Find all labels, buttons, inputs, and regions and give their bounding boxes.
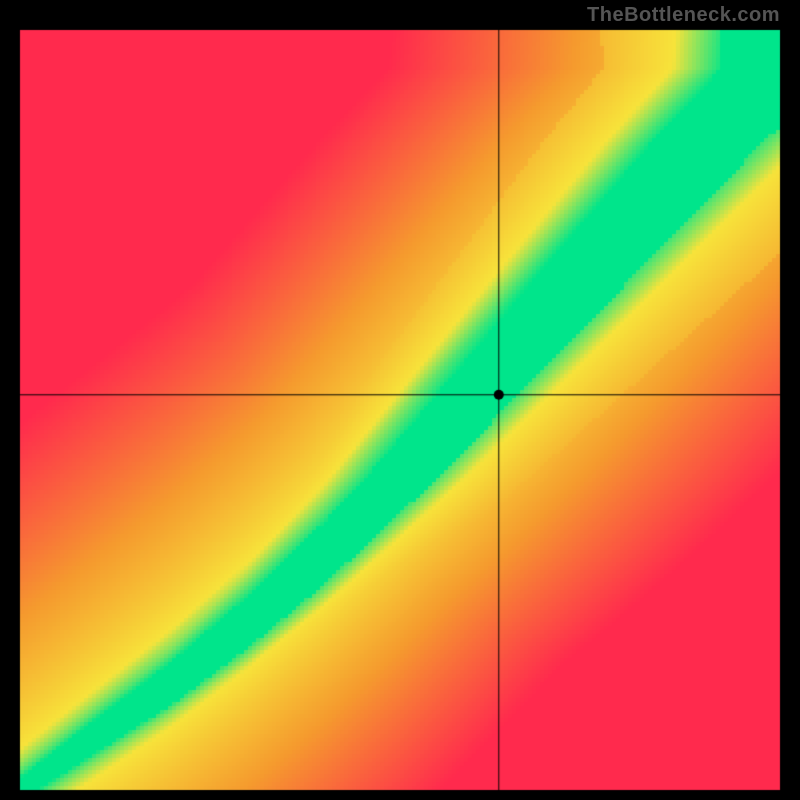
- watermark-text: TheBottleneck.com: [587, 4, 780, 27]
- bottleneck-heatmap: [0, 0, 800, 800]
